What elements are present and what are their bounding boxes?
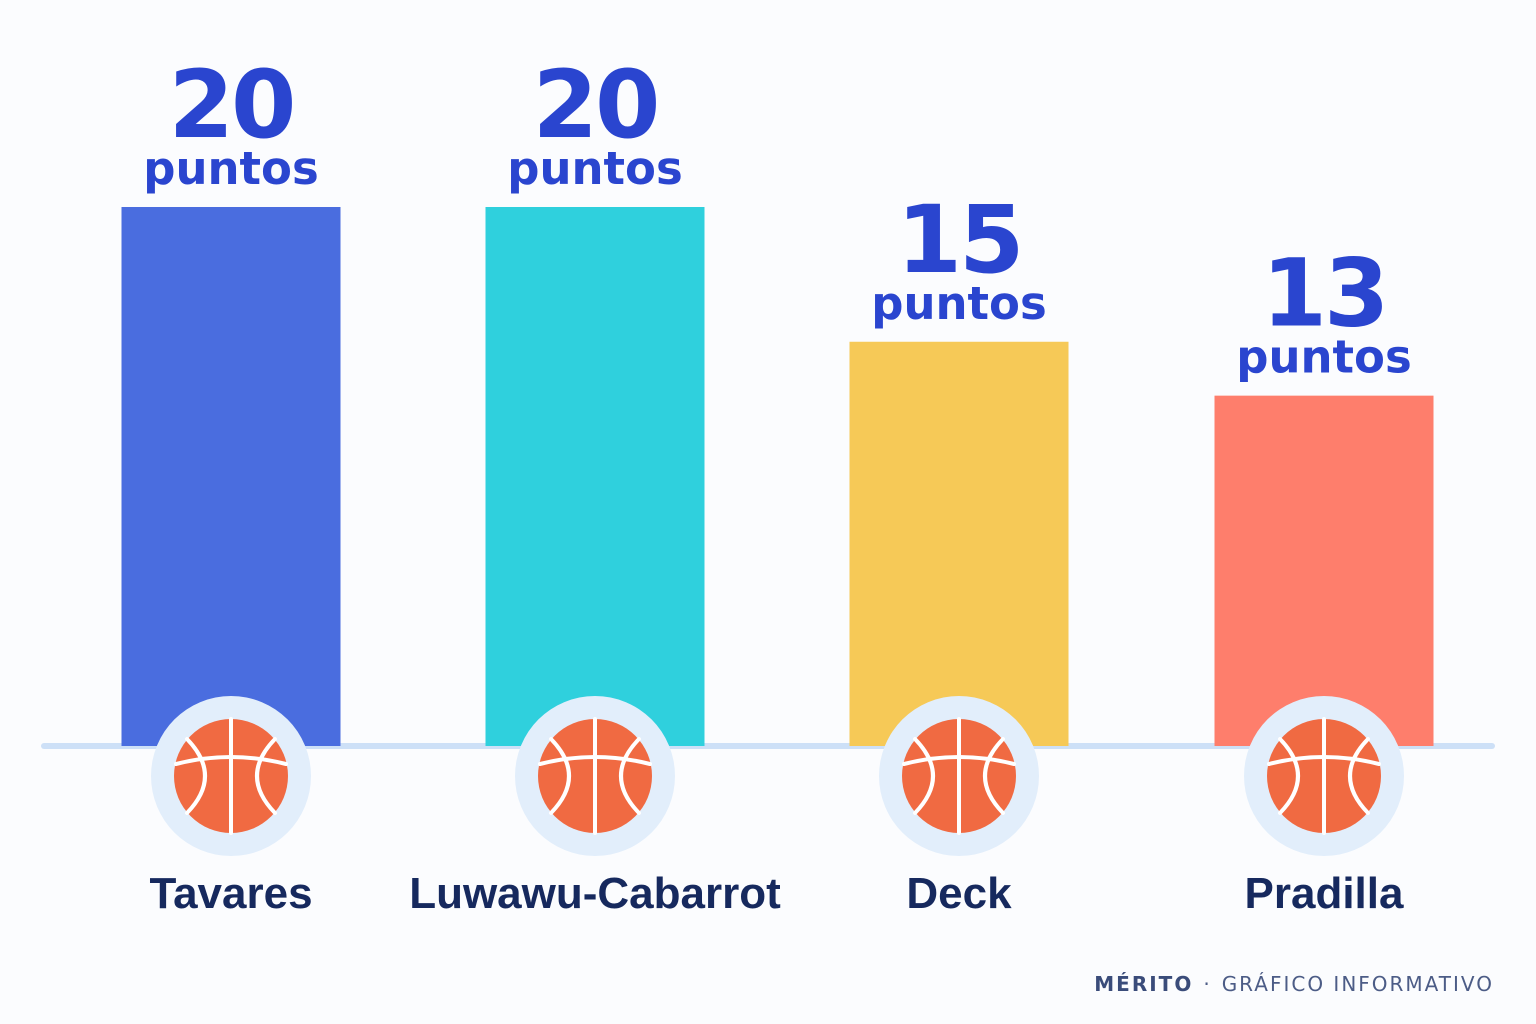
ball-seam — [1348, 737, 1370, 815]
footer-text: GRÁFICO INFORMATIVO — [1221, 972, 1494, 996]
ball-seam — [174, 755, 288, 766]
footer-separator: · — [1203, 972, 1212, 996]
ball-seam — [1278, 737, 1300, 815]
basketball-icon — [1244, 696, 1404, 856]
value-label-2: 15 — [897, 186, 1022, 295]
ball-seam — [538, 755, 652, 766]
value-label-0: 20 — [169, 51, 294, 160]
value-unit-label-2: puntos — [871, 277, 1047, 330]
bar-2 — [849, 341, 1069, 746]
basketball-icon — [515, 696, 675, 856]
ball-seam — [913, 737, 935, 815]
footer-credit: MÉRITO · GRÁFICO INFORMATIVO — [1094, 972, 1494, 996]
ball-seam — [983, 737, 1005, 815]
value-unit-label-1: puntos — [507, 142, 683, 195]
category-label-1: Luwawu-Cabarrot — [409, 869, 781, 918]
value-label-1: 20 — [533, 51, 658, 160]
footer-brand: MÉRITO — [1094, 972, 1194, 996]
chart-baseline — [41, 743, 1495, 749]
category-label-3: Pradilla — [1245, 869, 1404, 918]
value-unit-label-0: puntos — [143, 142, 319, 195]
ball-seam — [549, 737, 571, 815]
ball-seam — [255, 737, 277, 815]
ball-seam — [185, 737, 207, 815]
bar-3 — [1214, 395, 1434, 746]
ball-seam — [1267, 755, 1381, 766]
category-label-0: Tavares — [149, 869, 312, 918]
basketball-icon — [151, 696, 311, 856]
ball-seam — [619, 737, 641, 815]
value-unit-label-3: puntos — [1236, 331, 1412, 384]
bar-1 — [485, 207, 705, 746]
bar-0 — [121, 207, 341, 746]
ball-seam — [902, 755, 1016, 766]
basketball-icon — [879, 696, 1039, 856]
category-label-2: Deck — [906, 869, 1012, 918]
value-label-3: 13 — [1262, 240, 1387, 349]
